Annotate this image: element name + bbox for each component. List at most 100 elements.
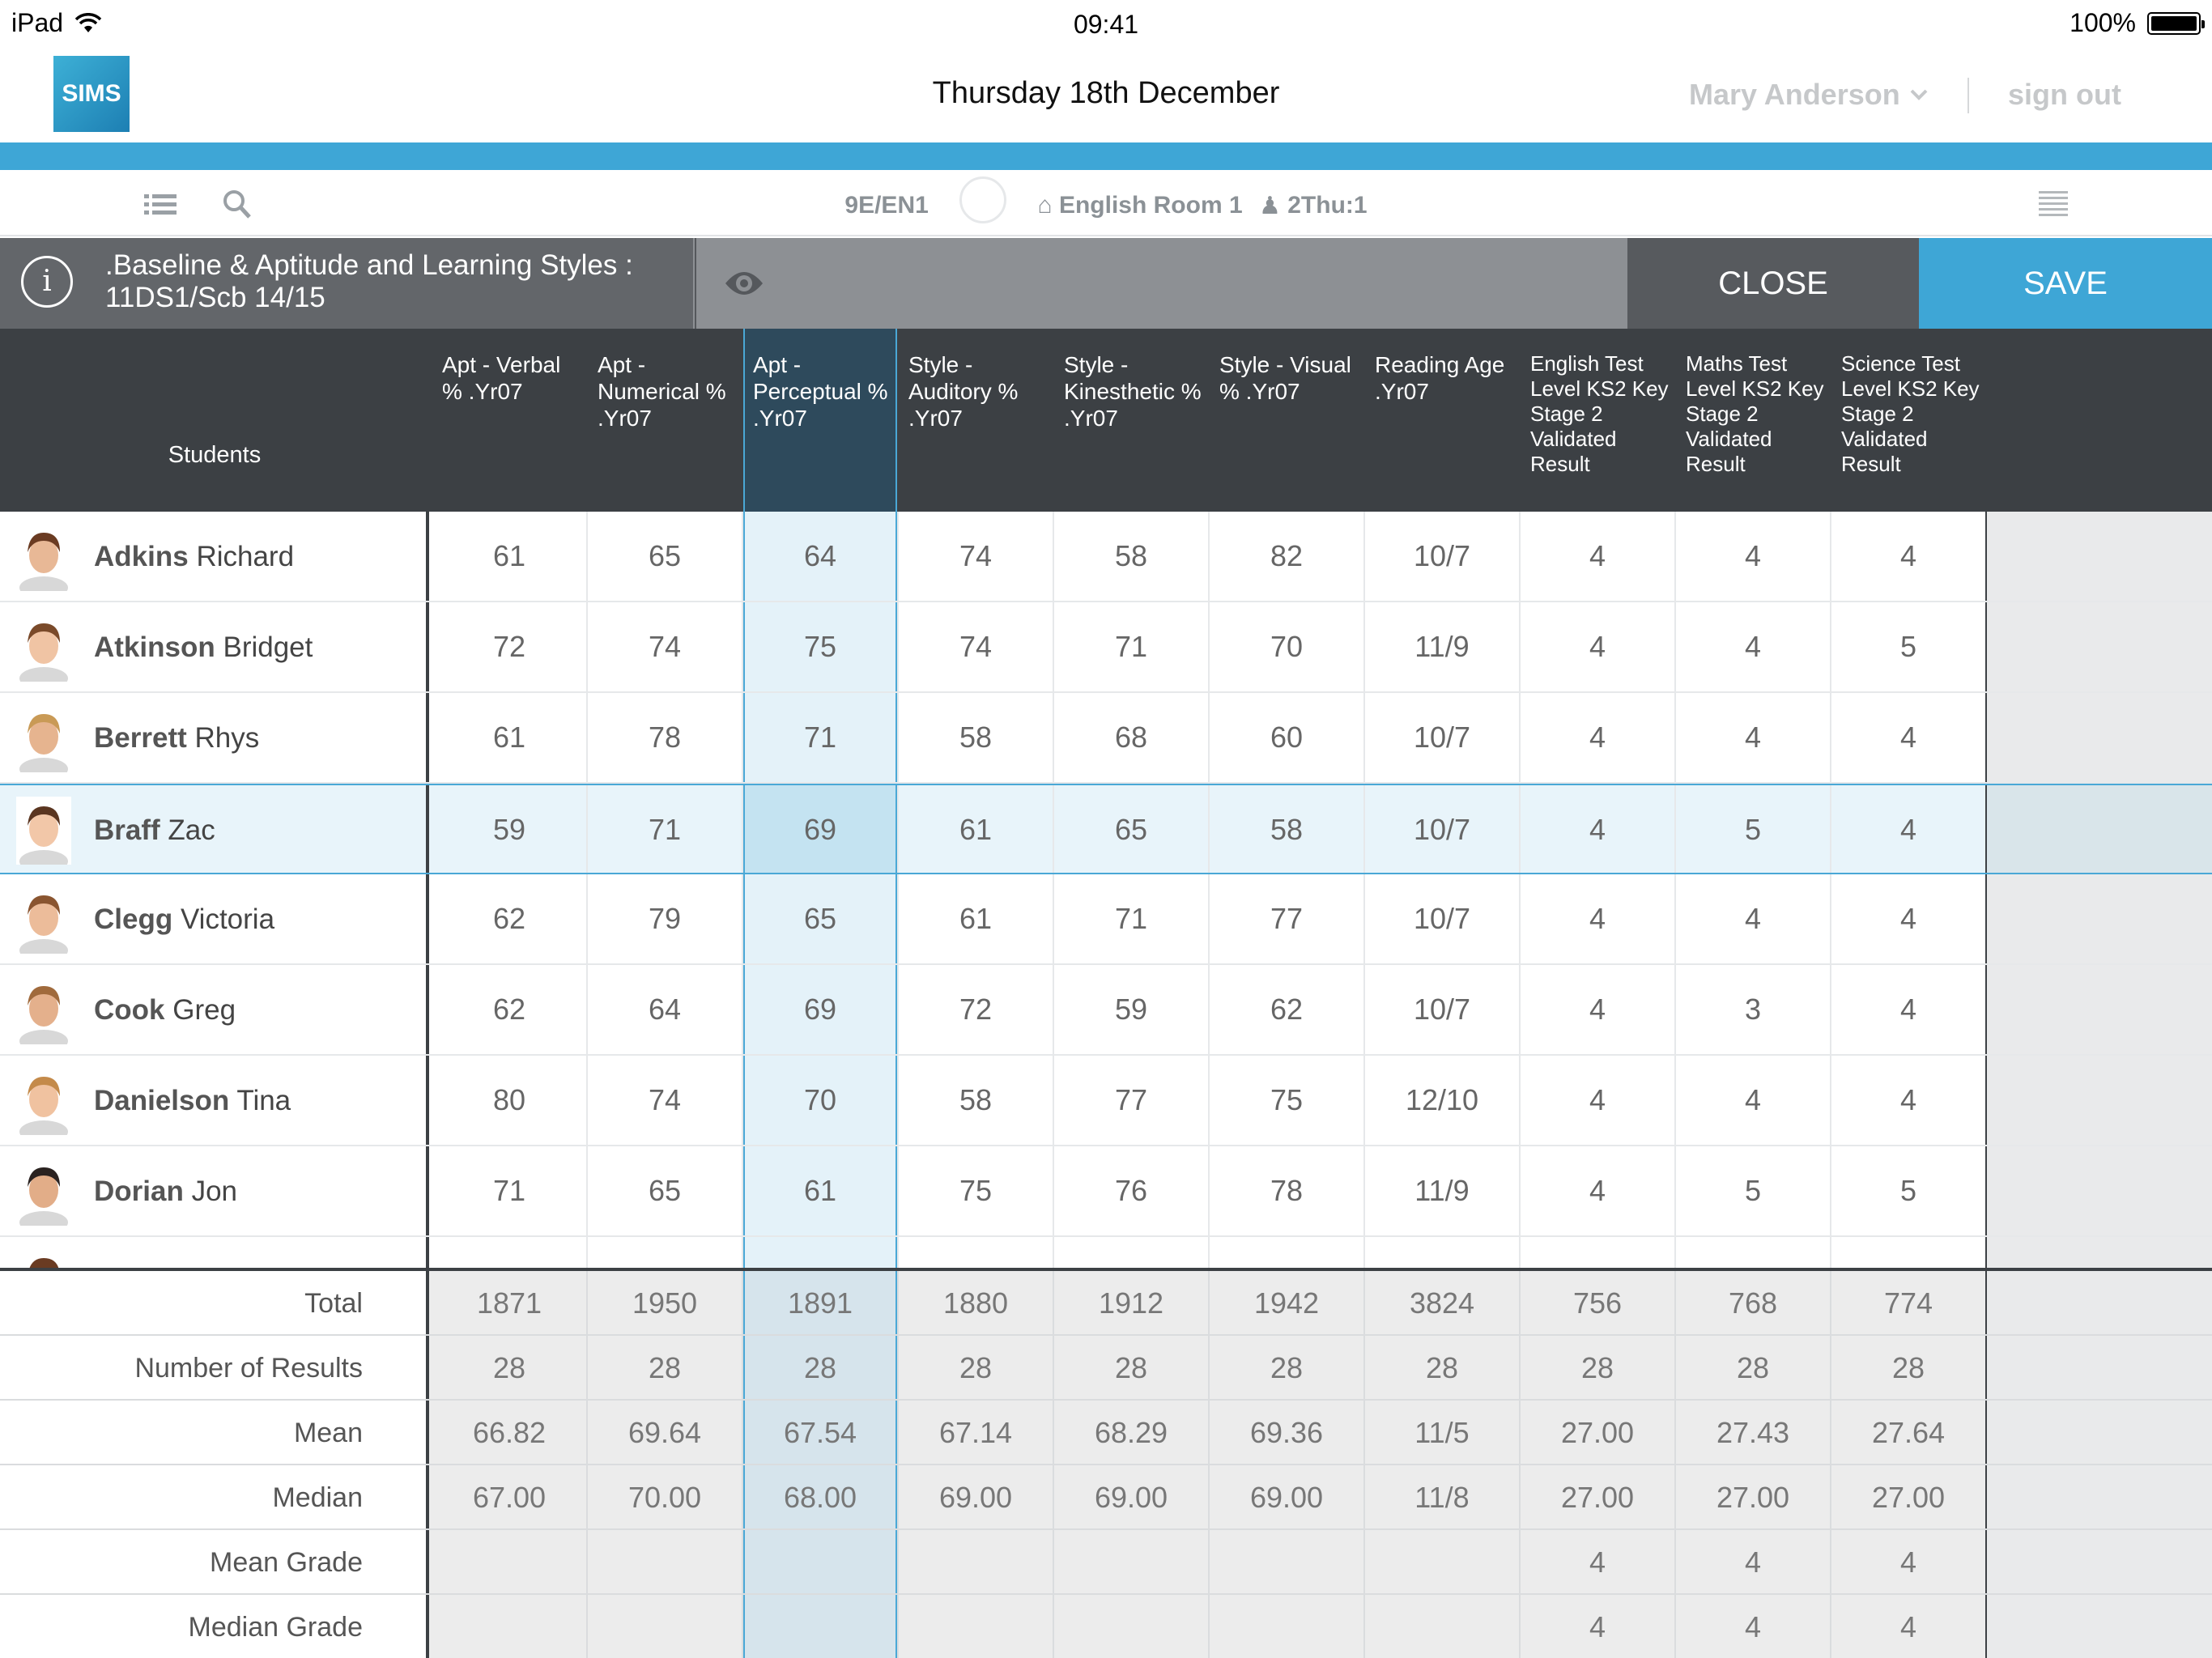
- mark-cell[interactable]: [743, 1237, 899, 1269]
- mark-cell[interactable]: [1831, 1237, 1987, 1269]
- student-row[interactable]: Clegg Victoria 62 79 65 61 71 77 10/7 4 4 4: [0, 874, 2212, 965]
- mark-cell[interactable]: 10/7: [1365, 693, 1521, 782]
- mark-cell[interactable]: 10/7: [1365, 785, 1521, 873]
- mark-cell[interactable]: 58: [899, 693, 1054, 782]
- mark-cell[interactable]: 4: [1521, 1146, 1676, 1235]
- mark-cell[interactable]: 72: [432, 602, 588, 691]
- mark-cell[interactable]: 4: [1521, 512, 1676, 601]
- student-row[interactable]: Berrett Rhys 61 78 71 58 68 60 10/7 4 4 4: [0, 693, 2212, 784]
- mark-cell[interactable]: 62: [432, 965, 588, 1054]
- mark-cell[interactable]: 4: [1676, 1056, 1831, 1145]
- student-row[interactable]: Cook Greg 62 64 69 72 59 62 10/7 4 3 4: [0, 965, 2212, 1056]
- student-row[interactable]: Adkins Richard 61 65 64 74 58 82 10/7 4 4 4: [0, 512, 2212, 602]
- mark-cell[interactable]: [1676, 1237, 1831, 1269]
- mark-cell[interactable]: 64: [743, 512, 899, 601]
- mark-cell[interactable]: 10/7: [1365, 874, 1521, 963]
- mark-cell[interactable]: [899, 1237, 1054, 1269]
- column-header[interactable]: English Test Level KS2 Key Stage 2 Valid…: [1530, 351, 1669, 476]
- mark-cell[interactable]: 61: [743, 1146, 899, 1235]
- column-header[interactable]: Apt - Verbal % .Yr07: [442, 352, 561, 404]
- student-name-cell[interactable]: Adkins Richard: [0, 512, 429, 601]
- mark-cell[interactable]: [1210, 1237, 1365, 1269]
- mark-cell[interactable]: 71: [588, 785, 743, 873]
- mark-cell[interactable]: 5: [1831, 602, 1987, 691]
- mark-cell[interactable]: 65: [743, 874, 899, 963]
- student-name-cell[interactable]: Atkinson Bridget: [0, 602, 429, 691]
- close-button[interactable]: CLOSE: [1627, 238, 1919, 329]
- column-header[interactable]: Apt - Numerical % .Yr07: [598, 352, 726, 431]
- student-name-cell[interactable]: [0, 1237, 429, 1269]
- mark-cell[interactable]: 74: [588, 1056, 743, 1145]
- mark-cell[interactable]: 10/7: [1365, 512, 1521, 601]
- mark-cell[interactable]: [432, 1237, 588, 1269]
- mark-cell[interactable]: 74: [899, 602, 1054, 691]
- sign-out-link[interactable]: sign out: [2008, 78, 2121, 111]
- mark-cell[interactable]: 72: [899, 965, 1054, 1054]
- mark-cell[interactable]: 70: [743, 1056, 899, 1145]
- mark-cell[interactable]: 77: [1054, 1056, 1210, 1145]
- mark-cell[interactable]: 78: [1210, 1146, 1365, 1235]
- mark-cell[interactable]: 12/10: [1365, 1056, 1521, 1145]
- mark-cell[interactable]: 79: [588, 874, 743, 963]
- menu-lines-icon[interactable]: [2035, 188, 2071, 220]
- mark-cell[interactable]: 58: [1210, 785, 1365, 873]
- user-name[interactable]: Mary Anderson: [1689, 78, 1900, 111]
- mark-cell[interactable]: 4: [1831, 693, 1987, 782]
- mark-cell[interactable]: 62: [1210, 965, 1365, 1054]
- mark-cell[interactable]: [1054, 1237, 1210, 1269]
- mark-cell[interactable]: 4: [1676, 512, 1831, 601]
- column-header[interactable]: Style - Kinesthetic % .Yr07: [1064, 352, 1202, 431]
- mark-cell[interactable]: 59: [432, 785, 588, 873]
- view-toggle[interactable]: [695, 238, 790, 329]
- mark-cell[interactable]: 4: [1831, 512, 1987, 601]
- mark-cell[interactable]: 5: [1831, 1146, 1987, 1235]
- mark-cell[interactable]: 4: [1676, 874, 1831, 963]
- student-name-cell[interactable]: Clegg Victoria: [0, 874, 429, 963]
- eye-icon[interactable]: [696, 238, 792, 329]
- mark-cell[interactable]: 4: [1521, 874, 1676, 963]
- mark-cell[interactable]: 78: [588, 693, 743, 782]
- mark-cell[interactable]: 82: [1210, 512, 1365, 601]
- lesson-status-circle[interactable]: [959, 176, 1007, 223]
- mark-cell[interactable]: 4: [1521, 1056, 1676, 1145]
- student-name-cell[interactable]: Danielson Tina: [0, 1056, 429, 1145]
- user-menu[interactable]: Mary Anderson: [1689, 78, 1928, 112]
- column-header[interactable]: Apt - Perceptual % .Yr07: [753, 352, 888, 431]
- sims-logo[interactable]: SIMS: [53, 56, 130, 132]
- mark-cell[interactable]: 75: [1210, 1056, 1365, 1145]
- mark-cell[interactable]: 69: [743, 965, 899, 1054]
- mark-cell[interactable]: 65: [1054, 785, 1210, 873]
- mark-cell[interactable]: 62: [432, 874, 588, 963]
- column-header[interactable]: Style - Visual % .Yr07: [1219, 352, 1351, 404]
- student-row[interactable]: Danielson Tina 80 74 70 58 77 75 12/10 4 4 4: [0, 1056, 2212, 1146]
- student-name-cell[interactable]: Berrett Rhys: [0, 693, 429, 782]
- student-row[interactable]: Braff Zac 59 71 69 61 65 58 10/7 4 5 4: [0, 784, 2212, 874]
- students-column-header[interactable]: Students: [168, 442, 262, 468]
- column-header[interactable]: Science Test Level KS2 Key Stage 2 Valid…: [1841, 351, 1980, 476]
- mark-cell[interactable]: [588, 1237, 743, 1269]
- mark-cell[interactable]: 4: [1831, 785, 1987, 873]
- mark-cell[interactable]: 64: [588, 965, 743, 1054]
- mark-cell[interactable]: 4: [1676, 693, 1831, 782]
- mark-cell[interactable]: 65: [588, 1146, 743, 1235]
- student-name-cell[interactable]: Braff Zac: [0, 785, 429, 873]
- mark-cell[interactable]: 4: [1521, 602, 1676, 691]
- mark-cell[interactable]: 76: [1054, 1146, 1210, 1235]
- mark-cell[interactable]: 80: [432, 1056, 588, 1145]
- mark-cell[interactable]: 4: [1521, 693, 1676, 782]
- mark-cell[interactable]: 71: [1054, 874, 1210, 963]
- mark-cell[interactable]: 10/7: [1365, 965, 1521, 1054]
- mark-cell[interactable]: 77: [1210, 874, 1365, 963]
- mark-cell[interactable]: 5: [1676, 785, 1831, 873]
- mark-cell[interactable]: 59: [1054, 965, 1210, 1054]
- mark-cell[interactable]: 74: [588, 602, 743, 691]
- mark-cell[interactable]: 68: [1054, 693, 1210, 782]
- mark-cell[interactable]: 75: [743, 602, 899, 691]
- mark-cell[interactable]: 71: [743, 693, 899, 782]
- mark-cell[interactable]: 11/9: [1365, 1146, 1521, 1235]
- mark-cell[interactable]: 74: [899, 512, 1054, 601]
- column-header[interactable]: Maths Test Level KS2 Key Stage 2 Validat…: [1686, 351, 1824, 476]
- mark-cell[interactable]: 5: [1676, 1146, 1831, 1235]
- list-icon[interactable]: [143, 188, 178, 220]
- student-row[interactable]: Atkinson Bridget 72 74 75 74 71 70 11/9 4 4 5: [0, 602, 2212, 693]
